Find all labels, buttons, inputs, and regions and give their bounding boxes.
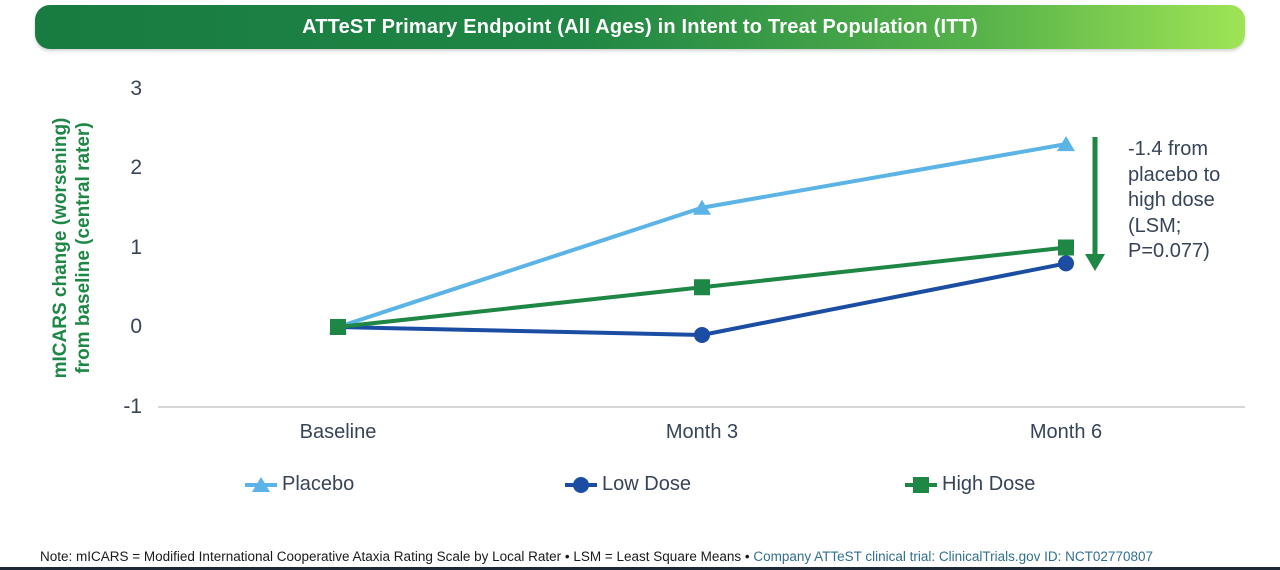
series-line-low-dose — [336, 261, 1068, 337]
legend-item-high-dose: High Dose — [903, 473, 1035, 496]
footnote: Note: mICARS = Modified International Co… — [40, 549, 1153, 564]
x-label-baseline: Baseline — [299, 421, 377, 443]
data-point-high-dose-baseline — [330, 319, 346, 335]
high-dose-square-marker-icon — [905, 476, 937, 493]
series-line-placebo — [336, 142, 1068, 329]
y-tick-0: 0 — [130, 315, 142, 338]
x-axis-line — [158, 406, 1245, 408]
data-point-high-dose-month-6 — [1058, 239, 1074, 256]
y-axis-ticks: 3 2 1 0 -1 — [90, 0, 142, 570]
x-label-month-3: Month 3 — [665, 421, 739, 443]
data-point-placebo-month-3 — [693, 199, 711, 215]
footnote-trial-link[interactable]: Company ATTeST clinical trial: ClinicalT… — [753, 549, 1153, 564]
y-tick-3: 3 — [130, 76, 142, 100]
down-arrow-head-icon — [1085, 254, 1105, 271]
data-point-low-dose-month-6 — [1058, 255, 1074, 272]
legend-item-placebo: Placebo — [243, 473, 354, 496]
data-point-high-dose-month-3 — [694, 279, 710, 296]
x-label-month-6: Month 6 — [1029, 421, 1103, 443]
data-point-placebo-month-6 — [1057, 136, 1075, 152]
legend-label-low-dose: Low Dose — [602, 473, 691, 495]
data-point-low-dose-month-3 — [694, 326, 710, 343]
bottom-divider — [0, 567, 1280, 570]
y-tick--1: -1 — [123, 394, 142, 418]
legend-label-placebo: Placebo — [282, 473, 355, 495]
annotation-text: -1.4 from placebo to high dose (LSM; P=0… — [1128, 138, 1221, 262]
placebo-triangle-marker-icon — [245, 476, 277, 492]
y-tick-2: 2 — [130, 156, 142, 179]
footnote-note: Note: mICARS = Modified International Co… — [40, 549, 754, 564]
legend-item-low-dose: Low Dose — [563, 473, 691, 496]
chart-title: ATTeST Primary Endpoint (All Ages) in In… — [302, 15, 978, 38]
legend-label-high-dose: High Dose — [942, 473, 1036, 495]
title-bar: ATTeST Primary Endpoint (All Ages) in In… — [35, 5, 1245, 49]
low-dose-circle-marker-icon — [565, 476, 597, 493]
y-tick-1: 1 — [130, 235, 142, 259]
